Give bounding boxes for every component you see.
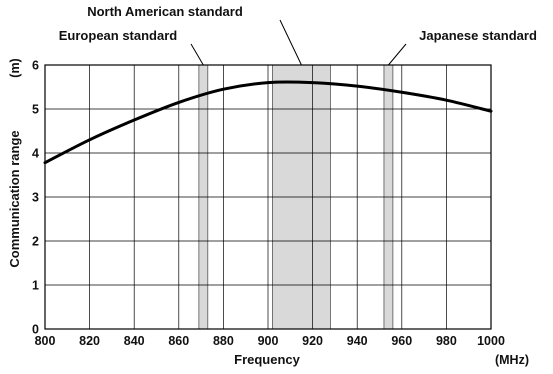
x-axis-unit: (MHz) — [495, 353, 529, 367]
y-tick-label-0: 0 — [32, 323, 39, 337]
x-tick-label-880: 880 — [213, 334, 234, 348]
band-leader-1 — [279, 19, 302, 66]
x-axis-title: Frequency — [234, 352, 301, 367]
x-tick-label-900: 900 — [258, 334, 279, 348]
x-tick-label-860: 860 — [168, 334, 189, 348]
band-label-0: European standard — [59, 28, 178, 43]
series-line — [43, 80, 493, 165]
x-tick-label-800: 800 — [35, 334, 56, 348]
x-tick-label-960: 960 — [391, 334, 412, 348]
x-tick-label-1000: 1000 — [477, 334, 505, 348]
y-tick-label-5: 5 — [32, 103, 39, 117]
x-tick-label-940: 940 — [347, 334, 368, 348]
band-leader-0 — [190, 43, 204, 66]
y-axis-unit: (m) — [8, 58, 22, 77]
tick-labels: 800 820 840 860 880 900 920 940 960 980 1000 0 1 2 3 4 5… — [32, 59, 505, 349]
x-tick-label-980: 980 — [436, 334, 457, 348]
band-callouts: European standard North American standard… — [59, 4, 537, 66]
y-tick-label-6: 6 — [32, 59, 39, 73]
series-0-line — [43, 80, 493, 165]
y-tick-label-1: 1 — [32, 279, 39, 293]
x-tick-label-920: 920 — [302, 334, 323, 348]
band-label-2: Japanese standard — [419, 28, 537, 43]
x-tick-label-820: 820 — [79, 334, 100, 348]
y-axis-title: Communication range — [7, 130, 22, 267]
y-tick-label-3: 3 — [32, 191, 39, 205]
y-tick-label-2: 2 — [32, 235, 39, 249]
x-tick-label-840: 840 — [124, 334, 145, 348]
plot-frame — [44, 64, 492, 330]
grid — [44, 64, 492, 330]
y-tick-label-4: 4 — [32, 147, 39, 161]
band-leader-2 — [388, 43, 407, 66]
band-label-1: North American standard — [87, 4, 243, 19]
